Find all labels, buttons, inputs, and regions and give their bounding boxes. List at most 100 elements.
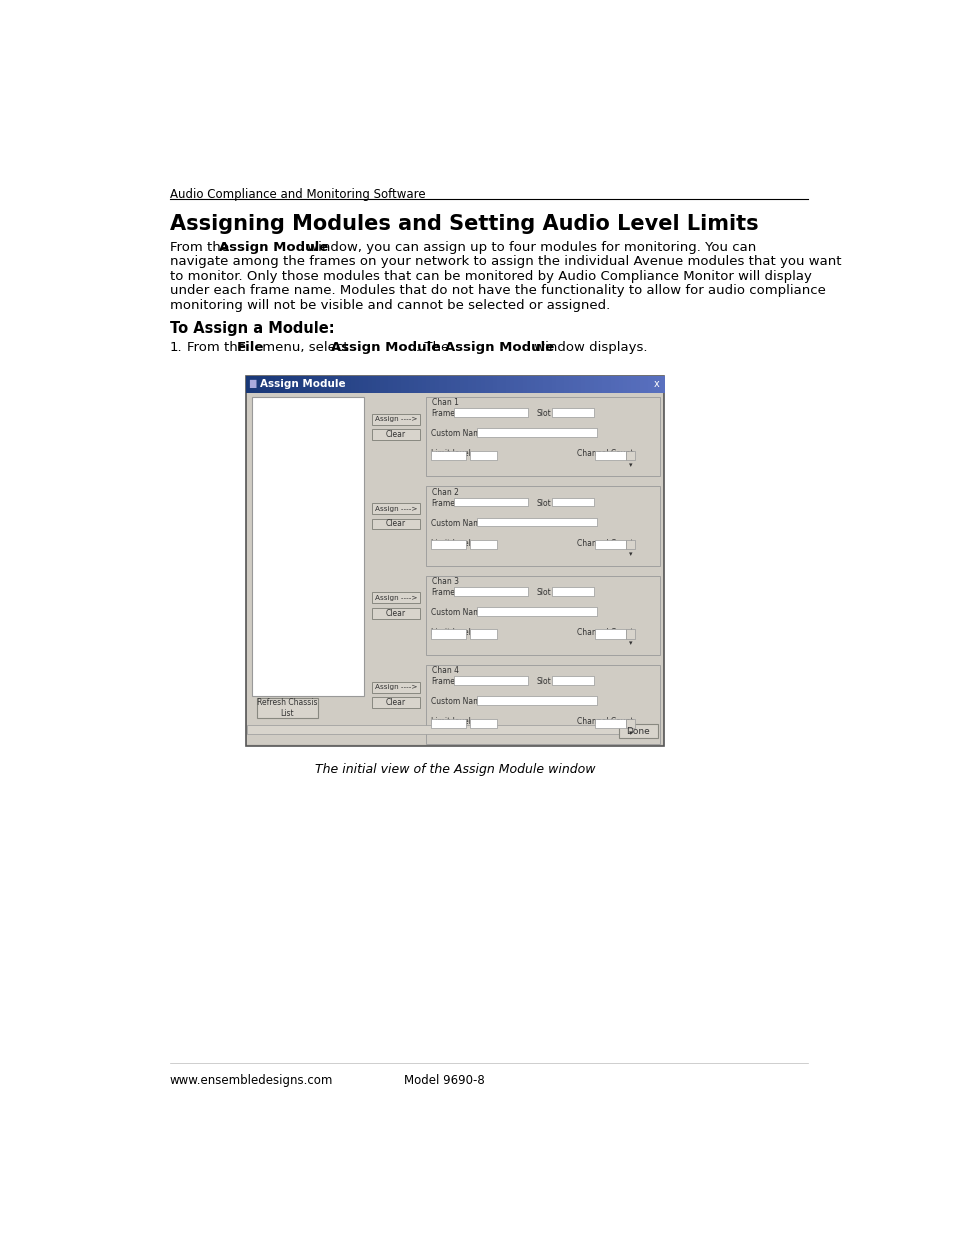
Text: Chan 1: Chan 1 (432, 399, 458, 408)
Bar (431, 451, 465, 461)
Text: window, you can assign up to four modules for monitoring. You can: window, you can assign up to four module… (303, 241, 756, 253)
Bar (595, 540, 625, 550)
Text: The initial view of the Assign Module window: The initial view of the Assign Module wi… (314, 763, 595, 776)
Text: Clear: Clear (385, 520, 406, 529)
Text: Chan 3: Chan 3 (432, 577, 458, 587)
Bar (625, 540, 635, 550)
Text: www.ensembledesigns.com: www.ensembledesigns.com (170, 1073, 333, 1087)
Text: Assign ---->: Assign ----> (375, 595, 416, 601)
Text: Chan 4: Chan 4 (432, 667, 458, 676)
Text: Channel Count: Channel Count (577, 718, 633, 726)
Bar (618, 724, 658, 739)
Text: File: File (236, 341, 264, 354)
Bar (372, 519, 419, 530)
Bar (469, 630, 497, 638)
Text: Limit level: Limit level (431, 627, 470, 637)
Bar (476, 608, 597, 615)
Text: monitoring will not be visible and cannot be selected or assigned.: monitoring will not be visible and canno… (170, 299, 609, 312)
Text: ▾: ▾ (628, 730, 632, 736)
Bar (595, 451, 625, 461)
Text: Audio Compliance and Monitoring Software: Audio Compliance and Monitoring Software (170, 188, 425, 201)
Text: Assign Module: Assign Module (218, 241, 328, 253)
Bar (469, 451, 497, 461)
Text: Custom Name: Custom Name (431, 430, 484, 438)
Bar (426, 487, 659, 566)
Text: Assign Module: Assign Module (331, 341, 440, 354)
Text: Clear: Clear (385, 609, 406, 618)
Text: Custom Name: Custom Name (431, 519, 484, 527)
Text: Assign ---->: Assign ----> (375, 684, 416, 690)
Bar (625, 719, 635, 727)
Bar (247, 393, 661, 745)
Bar (476, 697, 597, 705)
Text: Channel Count: Channel Count (577, 450, 633, 458)
Text: ▾: ▾ (628, 551, 632, 557)
Bar (426, 664, 659, 745)
Text: Slot: Slot (537, 588, 551, 597)
Text: Frame: Frame (431, 499, 455, 508)
Text: Assign ---->: Assign ----> (375, 505, 416, 511)
Bar (247, 725, 650, 734)
Bar (551, 587, 594, 595)
Bar (431, 630, 465, 638)
Text: x: x (653, 379, 659, 389)
Bar (625, 630, 635, 638)
Text: menu, select: menu, select (257, 341, 352, 354)
Text: Limit level: Limit level (431, 718, 470, 726)
Text: █: █ (249, 379, 255, 388)
Bar (257, 698, 317, 718)
Text: Limit level: Limit level (431, 538, 470, 547)
Bar (454, 677, 527, 685)
Text: Assigning Modules and Setting Audio Level Limits: Assigning Modules and Setting Audio Leve… (170, 214, 758, 233)
Bar (476, 429, 597, 437)
Bar (551, 498, 594, 506)
Text: Refresh Chassis
List: Refresh Chassis List (257, 698, 317, 718)
Text: Assign ---->: Assign ----> (375, 416, 416, 422)
Bar (625, 451, 635, 461)
Bar (454, 409, 527, 417)
Text: Chan 2: Chan 2 (432, 488, 458, 496)
Bar (431, 719, 465, 727)
Bar (476, 517, 597, 526)
Text: Assign Module: Assign Module (444, 341, 554, 354)
Text: navigate among the frames on your network to assign the individual Avenue module: navigate among the frames on your networ… (170, 256, 841, 268)
Text: Custom Name: Custom Name (431, 698, 484, 706)
Text: under each frame name. Modules that do not have the functionality to allow for a: under each frame name. Modules that do n… (170, 284, 824, 298)
Text: Frame: Frame (431, 588, 455, 597)
Bar (426, 576, 659, 655)
Bar (426, 396, 659, 477)
Text: Channel Count: Channel Count (577, 627, 633, 637)
Bar (595, 719, 625, 727)
Bar (431, 540, 465, 550)
Text: to monitor. Only those modules that can be monitored by Audio Compliance Monitor: to monitor. Only those modules that can … (170, 270, 811, 283)
Text: Custom Name: Custom Name (431, 608, 484, 618)
Text: window displays.: window displays. (529, 341, 646, 354)
Text: Channel Count: Channel Count (577, 538, 633, 547)
Bar (551, 677, 594, 685)
Text: . The: . The (416, 341, 453, 354)
Bar (245, 377, 663, 746)
Text: Slot: Slot (537, 677, 551, 687)
Bar (469, 540, 497, 550)
Text: Done: Done (626, 726, 650, 736)
Text: Model 9690-8: Model 9690-8 (404, 1073, 485, 1087)
Bar (551, 409, 594, 417)
Bar (372, 608, 419, 619)
Bar (595, 630, 625, 638)
Bar (372, 593, 419, 603)
Bar (454, 587, 527, 595)
Text: ▾: ▾ (628, 462, 632, 468)
Text: Frame: Frame (431, 677, 455, 687)
Bar (372, 698, 419, 708)
Bar (252, 396, 364, 695)
Text: From the: From the (187, 341, 251, 354)
Text: From the: From the (170, 241, 233, 253)
Text: Slot: Slot (537, 409, 551, 419)
Bar (372, 414, 419, 425)
Text: 1.: 1. (170, 341, 182, 354)
Bar (372, 682, 419, 693)
Text: To Assign a Module:: To Assign a Module: (170, 321, 334, 336)
Text: Clear: Clear (385, 430, 406, 440)
Text: Assign Module: Assign Module (259, 379, 345, 389)
Text: Limit level: Limit level (431, 450, 470, 458)
